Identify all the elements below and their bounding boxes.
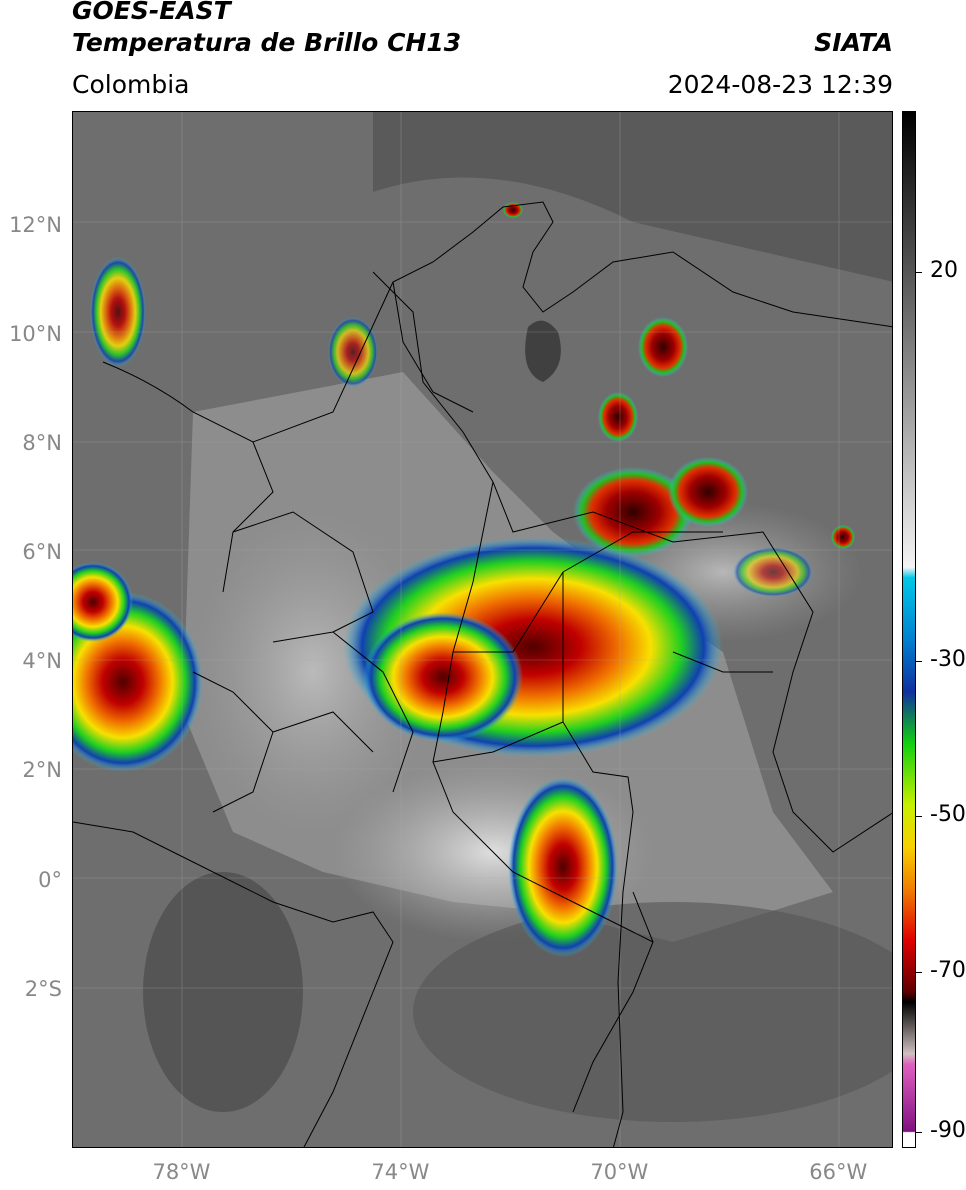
colorbar-tick-label: -90	[930, 1118, 966, 1144]
lat-tick-label: 6°N	[22, 540, 62, 565]
lat-tick-label: 12°N	[9, 212, 62, 237]
colorbar-tick-label: -30	[930, 646, 966, 672]
region-label: Colombia	[72, 70, 190, 99]
colorbar-tick-label: 20	[930, 257, 958, 283]
lat-tick-label: 0°	[38, 867, 62, 892]
storm-cell-venezuela	[573, 467, 693, 557]
lon-tick-label: 66°W	[809, 1160, 868, 1184]
colorbar-tick	[916, 971, 922, 973]
colorbar-tick-label: -70	[930, 957, 966, 983]
product-title: Temperatura de Brillo CH13	[72, 28, 462, 57]
colorbar-tick	[916, 660, 922, 662]
storm-cell-amazon	[508, 777, 618, 957]
lon-tick-label: 78°W	[152, 1160, 211, 1184]
colorbar-tick	[916, 816, 922, 818]
lat-tick-label: 10°N	[9, 321, 62, 346]
timestamp-label: 2024-08-23 12:39	[667, 70, 893, 99]
lon-tick-label: 70°W	[590, 1160, 649, 1184]
satellite-title: GOES-EAST	[72, 0, 231, 25]
colorbar-tick	[916, 1132, 922, 1134]
brand-label: SIATA	[814, 28, 893, 57]
lat-tick-label: 8°N	[22, 430, 62, 455]
colorbar	[902, 111, 916, 1148]
lat-tick-label: 4°N	[22, 649, 62, 674]
lat-tick-label: 2°S	[24, 976, 62, 1001]
colorbar-tick-label: -50	[930, 802, 966, 828]
colorbar-tick	[916, 271, 922, 273]
borders	[73, 201, 892, 1147]
lon-tick-label: 74°W	[371, 1160, 430, 1184]
satellite-map[interactable]	[72, 111, 893, 1148]
map-canvas	[73, 112, 892, 1147]
lat-tick-label: 2°N	[22, 758, 62, 783]
graticule	[73, 112, 892, 1147]
